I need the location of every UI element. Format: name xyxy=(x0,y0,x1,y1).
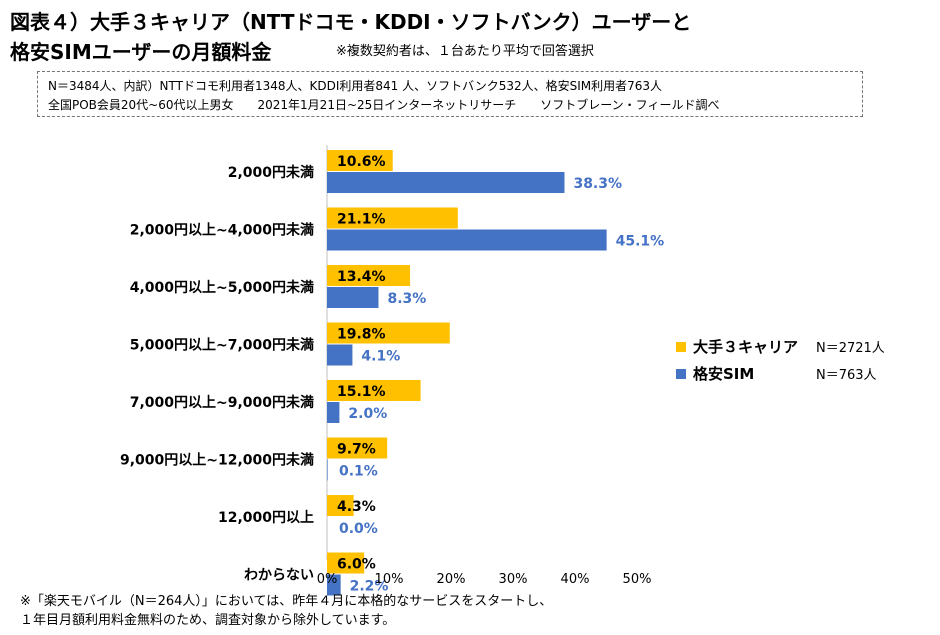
data-label-major-carrier: 9.7% xyxy=(337,442,376,458)
legend-sample-size: N＝2721人 xyxy=(816,341,885,356)
data-label-mvno: 0.1% xyxy=(339,464,378,480)
category-label: わからない xyxy=(244,568,314,584)
chart-title-line2: 格安SIMユーザーの月額料金 xyxy=(10,40,272,64)
legend-swatch-mvno xyxy=(676,369,686,379)
survey-info-box xyxy=(37,71,863,117)
data-label-major-carrier: 6.0% xyxy=(337,557,376,573)
bar-mvno xyxy=(327,287,379,308)
legend-label: 大手３キャリア xyxy=(693,338,798,356)
category-label: 5,000円以上~7,000円未満 xyxy=(130,337,314,354)
category-label: 9,000円以上~12,000円未満 xyxy=(120,452,314,469)
data-label-major-carrier: 15.1% xyxy=(337,384,386,400)
bar-major-carrier xyxy=(327,437,388,459)
bar-mvno xyxy=(327,402,340,423)
data-label-mvno: 45.1% xyxy=(616,234,665,250)
data-label-mvno: 2.0% xyxy=(348,406,387,422)
bar-mvno xyxy=(327,172,565,193)
category-label: 12,000円以上 xyxy=(218,510,314,526)
x-tick-label: 40% xyxy=(561,572,590,587)
bar-mvno xyxy=(327,344,353,366)
data-label-major-carrier: 4.3% xyxy=(337,499,376,515)
data-label-major-carrier: 10.6% xyxy=(337,154,386,170)
category-label: 2,000円以上~4,000円未満 xyxy=(130,222,314,239)
survey-info-line2: 全国POB会員20代~60代以上男女 2021年1月21日~25日インターネット… xyxy=(48,98,720,112)
x-tick-label: 20% xyxy=(437,572,466,587)
data-label-mvno: 0.0% xyxy=(339,521,378,537)
bar-major-carrier xyxy=(327,207,458,229)
category-label: 2,000円未満 xyxy=(228,164,314,181)
legend-swatch-major-carrier xyxy=(676,342,686,352)
bar-mvno xyxy=(327,574,341,596)
legend-sample-size: N＝763人 xyxy=(816,368,877,383)
category-label: 7,000円以上~9,000円未満 xyxy=(130,394,314,411)
category-label: 4,000円以上~5,000円未満 xyxy=(130,279,314,296)
data-label-major-carrier: 13.4% xyxy=(337,269,386,285)
data-label-mvno: 8.3% xyxy=(387,291,426,307)
bar-major-carrier xyxy=(327,150,393,171)
bar-mvno xyxy=(327,229,607,251)
bar-major-carrier xyxy=(327,265,411,286)
survey-info-line1: N＝3484人、内訳）NTTドコモ利用者1348人、KDDI利用者841 人、ソ… xyxy=(48,79,663,93)
bar-major-carrier xyxy=(327,552,365,574)
footnote-line2: １年目月額利用料金無料のため、調査対象から除外しています。 xyxy=(20,613,396,628)
x-tick-label: 10% xyxy=(375,572,404,587)
data-label-major-carrier: 21.1% xyxy=(337,212,386,228)
bar-major-carrier xyxy=(327,495,354,516)
x-tick-label: 30% xyxy=(499,572,528,587)
data-label-mvno: 38.3% xyxy=(573,176,622,192)
data-label-major-carrier: 19.8% xyxy=(337,327,386,343)
bar-mvno xyxy=(327,459,328,481)
bar-major-carrier xyxy=(327,380,421,401)
footnote-line1: ※「楽天モバイル（N＝264人）」においては、昨年４月に本格的なサービスをスター… xyxy=(20,594,553,609)
x-tick-label: 50% xyxy=(623,572,652,587)
title-note: ※複数契約者は、１台あたり平均で回答選択 xyxy=(336,44,594,59)
data-label-mvno: 2.2% xyxy=(350,579,389,595)
bar-major-carrier xyxy=(327,322,450,344)
chart-title-line1: 図表４）大手３キャリア（NTTドコモ・KDDI・ソフトバンク）ユーザーと xyxy=(10,10,692,34)
x-tick-label: 0% xyxy=(317,572,338,587)
legend-label: 格安SIM xyxy=(693,365,754,383)
data-label-mvno: 4.1% xyxy=(361,349,400,365)
